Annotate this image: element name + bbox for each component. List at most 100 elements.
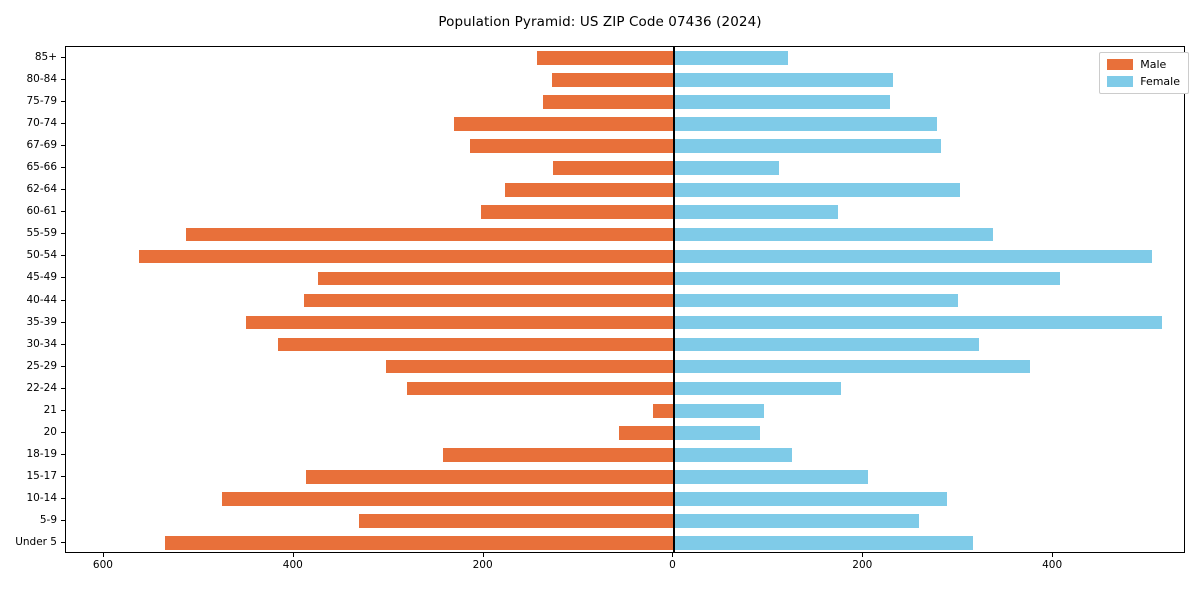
y-axis-tick-label: 50-54 bbox=[26, 249, 57, 262]
bar-row bbox=[66, 492, 1184, 506]
legend-entry[interactable]: Female bbox=[1107, 75, 1180, 88]
y-axis-tick-label: 80-84 bbox=[26, 73, 57, 86]
y-axis-tick-label: 10-14 bbox=[26, 491, 57, 504]
y-axis-tick-label: 18-19 bbox=[26, 447, 57, 460]
y-axis-tick-mark bbox=[61, 101, 65, 103]
x-axis-tick-label: 400 bbox=[1042, 559, 1063, 571]
y-axis-tick-mark bbox=[61, 541, 65, 543]
legend: Male Female bbox=[1099, 52, 1189, 94]
bar-row bbox=[66, 183, 1184, 198]
bar-male bbox=[442, 447, 674, 462]
y-axis-tick-labels: 85+ 80-84 75-79 70-74 67-69 65-66 62-64 60-61 55… bbox=[0, 46, 57, 553]
bar-row bbox=[66, 337, 1184, 352]
bar-male bbox=[164, 536, 674, 550]
y-axis-tick-label: 62-64 bbox=[26, 183, 57, 196]
bar-female bbox=[673, 205, 838, 220]
bar-row bbox=[66, 403, 1184, 418]
bar-female bbox=[673, 117, 938, 131]
x-axis-tick-label: 0 bbox=[669, 559, 676, 571]
y-axis-tick-mark bbox=[61, 167, 65, 169]
bar-female bbox=[673, 139, 942, 154]
y-axis-tick-label: 5-9 bbox=[39, 513, 57, 526]
bar-row bbox=[66, 536, 1184, 550]
bars-layer bbox=[66, 47, 1184, 552]
bar-row bbox=[66, 51, 1184, 65]
y-axis-tick-marks bbox=[61, 46, 65, 553]
legend-label: Female bbox=[1140, 75, 1180, 88]
y-axis-tick-mark bbox=[61, 255, 65, 257]
y-axis-tick-label: 15-17 bbox=[26, 469, 57, 482]
x-axis-tick-label: 200 bbox=[852, 559, 873, 571]
bar-female bbox=[673, 337, 980, 352]
bar-male bbox=[306, 470, 674, 484]
bar-female bbox=[673, 293, 959, 308]
bar-male bbox=[385, 359, 674, 374]
y-axis-tick-label: 25-29 bbox=[26, 359, 57, 372]
y-axis-tick-mark bbox=[61, 233, 65, 235]
legend-swatch bbox=[1107, 76, 1134, 87]
x-axis-tick-marks bbox=[65, 553, 1185, 557]
y-axis-tick-mark bbox=[61, 79, 65, 81]
y-axis-tick-mark bbox=[61, 519, 65, 521]
y-axis-tick-label: 55-59 bbox=[26, 227, 57, 240]
bar-male bbox=[619, 425, 674, 440]
x-axis-tick-mark bbox=[1052, 553, 1054, 557]
bar-male bbox=[406, 381, 674, 396]
y-axis-tick-label: 40-44 bbox=[26, 293, 57, 306]
legend-entry[interactable]: Male bbox=[1107, 58, 1180, 71]
plot-area bbox=[65, 46, 1185, 553]
x-axis-tick-label: 600 bbox=[92, 559, 113, 571]
bar-row bbox=[66, 514, 1184, 528]
bar-female bbox=[673, 514, 920, 528]
bar-row bbox=[66, 161, 1184, 176]
bar-male bbox=[470, 139, 674, 154]
y-axis-tick-mark bbox=[61, 211, 65, 213]
bar-male bbox=[139, 249, 674, 264]
bar-row bbox=[66, 271, 1184, 286]
x-axis-tick-mark bbox=[482, 553, 484, 557]
y-axis-tick-mark bbox=[61, 431, 65, 433]
bar-row bbox=[66, 315, 1184, 330]
y-axis-tick-mark bbox=[61, 277, 65, 279]
bar-male bbox=[504, 183, 674, 198]
y-axis-tick-mark bbox=[61, 365, 65, 367]
bar-row bbox=[66, 227, 1184, 242]
bar-row bbox=[66, 139, 1184, 154]
bar-female bbox=[673, 536, 974, 550]
bar-female bbox=[673, 227, 994, 242]
bar-female bbox=[673, 492, 947, 506]
bar-female bbox=[673, 249, 1152, 264]
bar-male bbox=[551, 73, 674, 87]
bar-male bbox=[454, 117, 674, 131]
y-axis-tick-label: 21 bbox=[43, 403, 57, 416]
bar-female bbox=[673, 447, 793, 462]
bar-female bbox=[673, 315, 1163, 330]
x-axis-tick-mark bbox=[862, 553, 864, 557]
bar-female bbox=[673, 381, 841, 396]
bar-row bbox=[66, 425, 1184, 440]
bar-row bbox=[66, 293, 1184, 308]
y-axis-tick-mark bbox=[61, 145, 65, 147]
bar-male bbox=[318, 271, 674, 286]
bar-row bbox=[66, 249, 1184, 264]
y-axis-tick-mark bbox=[61, 57, 65, 59]
bar-female bbox=[673, 425, 760, 440]
y-axis-tick-label: 35-39 bbox=[26, 315, 57, 328]
bar-row bbox=[66, 95, 1184, 109]
y-axis-tick-mark bbox=[61, 189, 65, 191]
legend-label: Male bbox=[1140, 58, 1167, 71]
y-axis-tick-mark bbox=[61, 475, 65, 477]
bar-row bbox=[66, 205, 1184, 220]
bar-male bbox=[543, 95, 674, 109]
bar-male bbox=[221, 492, 674, 506]
bar-male bbox=[480, 205, 674, 220]
bar-female bbox=[673, 51, 789, 65]
bar-female bbox=[673, 95, 890, 109]
bar-male bbox=[304, 293, 674, 308]
y-axis-tick-label: 22-24 bbox=[26, 381, 57, 394]
y-axis-tick-mark bbox=[61, 343, 65, 345]
bar-female bbox=[673, 73, 893, 87]
bar-male bbox=[359, 514, 674, 528]
y-axis-tick-mark bbox=[61, 387, 65, 389]
